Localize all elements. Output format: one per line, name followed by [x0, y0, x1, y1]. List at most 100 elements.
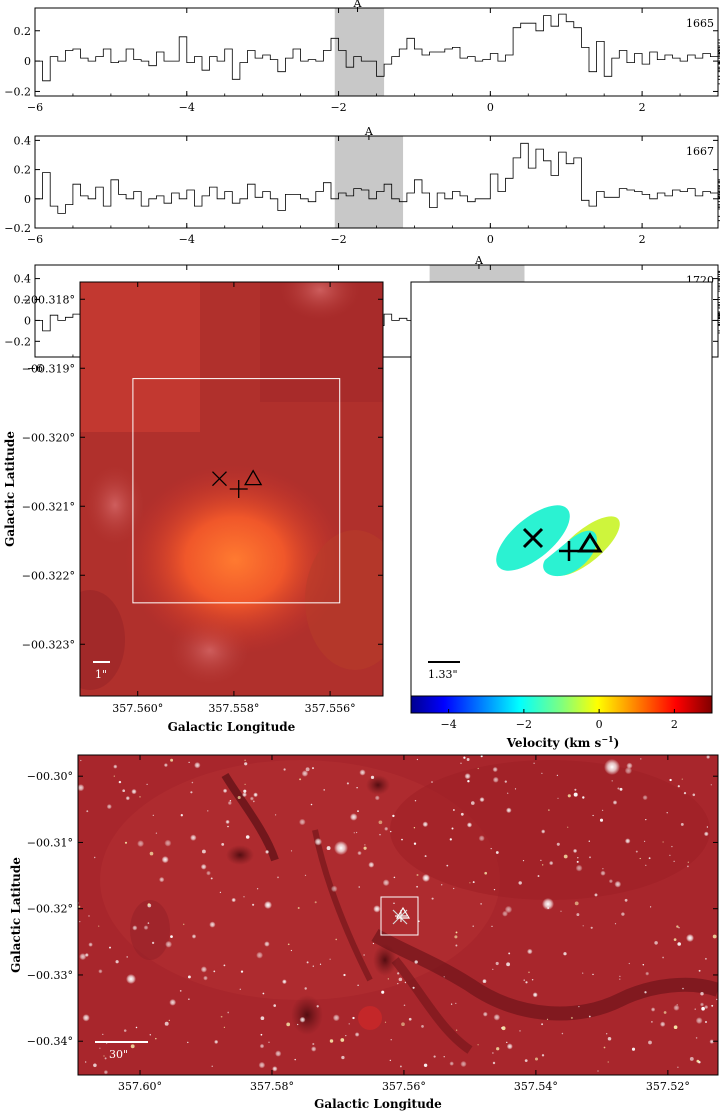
star — [524, 1059, 528, 1062]
star — [575, 864, 583, 872]
velocity-panel-frame — [410, 281, 713, 697]
star — [244, 762, 248, 766]
star — [326, 846, 331, 851]
star — [712, 934, 717, 939]
star — [607, 1036, 612, 1041]
star — [492, 776, 499, 783]
star — [86, 810, 89, 813]
star — [617, 787, 620, 790]
spectrum-1665: −6 −4 −2 0 2 −0.2 0 0.2 1665 A — [4, 0, 720, 114]
star — [222, 788, 228, 794]
star — [312, 965, 314, 967]
star — [588, 840, 591, 842]
star — [244, 759, 246, 761]
star — [560, 910, 562, 912]
x-axis-label: Galactic Longitude — [314, 1097, 442, 1111]
star — [472, 925, 474, 927]
star — [84, 952, 89, 958]
star — [168, 1019, 170, 1022]
star — [578, 1006, 580, 1008]
star — [582, 796, 585, 799]
star — [147, 922, 150, 924]
star — [151, 941, 155, 945]
star — [603, 1046, 606, 1049]
star — [346, 782, 349, 785]
star — [546, 1018, 549, 1020]
star — [252, 903, 255, 906]
star — [79, 953, 87, 961]
star — [716, 998, 718, 1001]
star — [701, 1006, 705, 1011]
star — [387, 978, 389, 980]
star — [619, 787, 623, 791]
star — [607, 1061, 609, 1063]
star — [700, 992, 704, 996]
star — [239, 988, 241, 990]
star — [506, 962, 511, 967]
star — [149, 1034, 151, 1036]
y-tick-label: −0.2 — [4, 222, 31, 235]
star — [397, 972, 400, 975]
star — [504, 780, 507, 783]
star — [398, 977, 403, 982]
star — [501, 1026, 506, 1031]
star — [549, 860, 554, 866]
star — [310, 1046, 317, 1052]
star — [640, 758, 642, 760]
star — [135, 1026, 138, 1029]
star — [348, 1023, 350, 1025]
bright-star — [126, 974, 136, 984]
star — [188, 998, 190, 1000]
star — [542, 864, 544, 866]
star — [705, 1021, 707, 1023]
star — [466, 758, 470, 761]
peak-marker-label: A — [353, 0, 363, 10]
star — [262, 992, 265, 995]
y-tick-label: 0 — [24, 193, 31, 206]
star — [404, 981, 407, 984]
x-tick-label: 357.560° — [112, 702, 163, 715]
star — [537, 875, 540, 877]
star — [479, 797, 485, 803]
x-tick-label: 357.56° — [382, 1080, 426, 1093]
y-tick-label: −00.34° — [27, 1035, 73, 1048]
star — [335, 938, 338, 941]
star — [683, 791, 687, 795]
star — [191, 934, 197, 939]
shaded-region — [334, 8, 385, 96]
star — [281, 979, 287, 985]
star — [628, 962, 630, 965]
star — [165, 940, 173, 948]
bright-star — [422, 874, 430, 882]
star — [642, 794, 648, 801]
star — [384, 1021, 387, 1023]
spectrum-line — [35, 142, 720, 222]
star — [130, 1044, 135, 1049]
star — [312, 767, 314, 770]
zoom-marker-triangle — [244, 469, 263, 486]
star — [397, 983, 399, 985]
star — [123, 1029, 127, 1032]
panel-label: 1667 — [686, 145, 714, 158]
star — [94, 856, 96, 859]
star — [576, 860, 579, 863]
star — [131, 788, 137, 795]
star — [283, 768, 286, 771]
star — [161, 856, 169, 864]
star — [508, 952, 511, 955]
star — [364, 844, 366, 846]
star — [492, 1052, 494, 1054]
star — [704, 957, 707, 960]
star — [416, 873, 419, 877]
star — [455, 931, 458, 934]
star — [492, 766, 498, 773]
star — [423, 1063, 428, 1068]
x-tick-label: 357.58° — [250, 1080, 294, 1093]
star — [306, 961, 309, 964]
star — [286, 1022, 291, 1027]
star — [567, 794, 571, 798]
y-tick-label: −00.320° — [22, 431, 75, 444]
marker-plus — [559, 541, 579, 561]
star — [477, 767, 479, 770]
star — [495, 961, 499, 966]
